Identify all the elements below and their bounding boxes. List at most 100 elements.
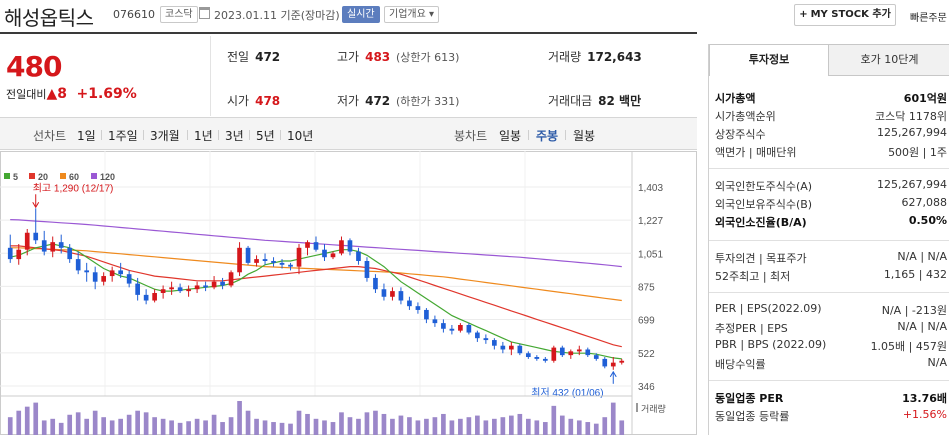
legend-label: 5 bbox=[13, 172, 18, 182]
candle-body bbox=[135, 283, 140, 295]
tab-invest-info[interactable]: 투자정보 bbox=[709, 44, 829, 76]
stat-high: 고가 483 (상한가 613) bbox=[337, 48, 459, 65]
line-chart-label: 선차트 bbox=[33, 129, 67, 143]
volume-bar bbox=[407, 417, 412, 435]
volume-bar bbox=[254, 418, 259, 435]
invest-info-row: PER | EPS(2022.09) N/A | -213원 bbox=[715, 302, 947, 320]
invest-info-row: 외국인한도주식수(A) 125,267,994 bbox=[715, 178, 947, 196]
open-value: 478 bbox=[255, 94, 281, 108]
candle-body bbox=[441, 323, 446, 329]
volume-bar bbox=[296, 410, 302, 435]
candle-body bbox=[288, 264, 293, 267]
y-tick-label: 875 bbox=[638, 282, 655, 293]
volume-bar bbox=[7, 417, 13, 435]
high-arrow-icon bbox=[32, 202, 40, 209]
panel-divider bbox=[709, 168, 949, 169]
stat-prev-close: 전일 472 bbox=[227, 48, 280, 65]
candle-body bbox=[254, 259, 259, 263]
candle-body bbox=[101, 276, 107, 282]
candle-body bbox=[602, 358, 608, 367]
candle-body bbox=[415, 306, 421, 310]
candle-body bbox=[16, 249, 22, 260]
volume-bar bbox=[33, 402, 39, 435]
invest-info-value: 0.50% bbox=[908, 214, 947, 227]
tab-3m[interactable]: 3개월 bbox=[150, 129, 180, 143]
candle-body bbox=[194, 285, 200, 290]
candle-body bbox=[33, 232, 39, 241]
candle-body bbox=[373, 277, 378, 290]
invest-info-value: N/A bbox=[927, 356, 947, 369]
ma20-line bbox=[10, 245, 622, 348]
company-overview-label: 기업개요 bbox=[389, 9, 426, 20]
volume-bar bbox=[228, 417, 234, 435]
invest-info-key: 외국인보유주식수(B) bbox=[715, 198, 813, 211]
tab-1y[interactable]: 1년 bbox=[194, 129, 213, 143]
invest-info-row: 외국인보유주식수(B) 627,088 bbox=[715, 196, 947, 214]
candle-body bbox=[542, 358, 548, 361]
quick-order-link[interactable]: 빠른주문 bbox=[910, 13, 947, 24]
volume-bar bbox=[203, 420, 208, 435]
invest-info-row: 외국인소진율(B/A) 0.50% bbox=[715, 214, 947, 232]
volume-bar bbox=[619, 420, 625, 435]
invest-info-row: 시가총액 601억원 bbox=[715, 90, 947, 108]
calendar-icon bbox=[199, 7, 210, 19]
stock-name[interactable]: 해성옵틱스 bbox=[4, 6, 94, 30]
invest-info-value: 125,267,994 bbox=[877, 126, 947, 139]
volume-bar bbox=[16, 410, 22, 435]
invest-info-value: 601억원 bbox=[903, 92, 947, 105]
invest-info-row: 동일업종 등락률 +1.56% bbox=[715, 408, 947, 426]
tab-3y[interactable]: 3년 bbox=[225, 129, 244, 143]
invest-info-key: 52주최고 | 최저 bbox=[715, 270, 791, 283]
volume-bar bbox=[585, 422, 591, 435]
volume-bar bbox=[390, 418, 395, 435]
summary-divider bbox=[210, 36, 211, 116]
tab-1w[interactable]: 1주일 bbox=[108, 129, 138, 143]
header-divider bbox=[0, 32, 697, 34]
candle-body bbox=[483, 338, 489, 341]
invest-info-row: 배당수익률 N/A bbox=[715, 356, 947, 374]
volume-bar bbox=[593, 423, 599, 435]
candle-body bbox=[58, 242, 64, 248]
candle-body bbox=[458, 325, 463, 331]
live-badge[interactable]: 실시간 bbox=[342, 6, 380, 23]
tab-10y[interactable]: 10년 bbox=[287, 129, 314, 143]
invest-info-key: PBR | BPS (2022.09) bbox=[715, 338, 827, 351]
volume-bar bbox=[339, 412, 344, 435]
volume-bar bbox=[517, 413, 523, 435]
tab-monthly[interactable]: 월봉 bbox=[573, 129, 596, 143]
invest-info-key: 외국인한도주식수(A) bbox=[715, 180, 813, 193]
candle-body bbox=[313, 242, 319, 250]
company-overview-button[interactable]: 기업개요 ▾ bbox=[384, 6, 440, 23]
volume-bar bbox=[50, 418, 56, 435]
invest-info-key: 시가총액 bbox=[715, 92, 756, 105]
volume-bar bbox=[186, 421, 191, 435]
prev-label: 전일 bbox=[227, 50, 250, 64]
volume-bar bbox=[568, 418, 574, 435]
invest-info-value: 125,267,994 bbox=[877, 178, 947, 191]
tab-weekly[interactable]: 주봉 bbox=[536, 129, 559, 143]
tab-orderbook[interactable]: 호가 10단계 bbox=[829, 44, 949, 76]
candle-body bbox=[390, 291, 395, 297]
tab-divider bbox=[187, 130, 188, 140]
volume-bar bbox=[441, 413, 446, 435]
volume-bar bbox=[58, 422, 64, 435]
tab-daily[interactable]: 일봉 bbox=[499, 129, 522, 143]
tab-5y[interactable]: 5년 bbox=[256, 129, 275, 143]
candle-body bbox=[126, 274, 132, 284]
add-mystock-button[interactable]: + MY STOCK 추가 bbox=[794, 4, 896, 26]
volume-bar bbox=[492, 418, 497, 435]
low-value: 472 bbox=[365, 94, 391, 108]
tab-1d[interactable]: 1일 bbox=[77, 129, 96, 143]
volume-bar bbox=[364, 412, 370, 435]
volume-bar bbox=[211, 414, 217, 435]
volume-bar bbox=[610, 402, 616, 435]
invest-info-row: 추정PER | EPS N/A | N/A bbox=[715, 320, 947, 338]
volume-bar bbox=[118, 418, 123, 435]
high-annotation: 최고 1,290 (12/17) bbox=[33, 182, 114, 194]
candle-body bbox=[152, 292, 157, 301]
volume-bar bbox=[92, 410, 98, 435]
invest-info-row: 시가총액순위 코스닥 1178위 bbox=[715, 108, 947, 126]
candle-body bbox=[279, 262, 285, 265]
candle-body bbox=[109, 270, 115, 277]
